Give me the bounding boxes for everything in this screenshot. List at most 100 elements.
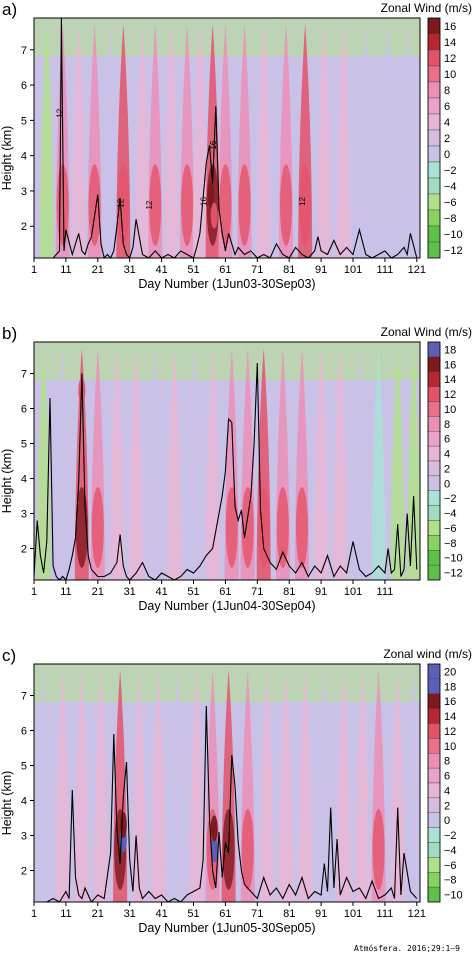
wind-band	[256, 24, 271, 258]
wind-band	[381, 24, 396, 258]
wind-band	[358, 24, 373, 258]
x-tick-label: 101	[344, 908, 362, 920]
wind-band	[336, 24, 351, 258]
colorbar-swatch	[427, 161, 441, 179]
wind-band	[390, 348, 405, 580]
colorbar-tick-label: 0	[444, 478, 450, 490]
colorbar-tick-label: −2	[444, 830, 457, 842]
colorbar-title: Zonal wind (m/s)	[383, 647, 472, 661]
wind-core	[241, 487, 254, 568]
wind-band	[406, 348, 420, 580]
colorbar-swatch	[427, 520, 441, 536]
colorbar-frame	[427, 663, 441, 903]
colorbar-swatch	[427, 753, 441, 769]
wind-band	[167, 348, 182, 580]
rainfall-line	[34, 362, 418, 580]
x-tick-label: 61	[219, 264, 231, 276]
colorbar-swatch	[427, 738, 441, 754]
wind-band	[205, 348, 220, 580]
x-tick-label: 71	[251, 586, 263, 598]
y-tick-label: 5	[21, 115, 27, 127]
colorbar-swatch	[427, 193, 441, 211]
x-tick-label: 1	[31, 264, 37, 276]
journal-credit: Atmósfera. 2016;29:1–9	[354, 944, 460, 953]
x-tick-label: 121	[408, 264, 426, 276]
colorbar-swatch	[427, 550, 441, 566]
wind-band	[71, 24, 86, 258]
wind-band	[39, 24, 54, 258]
wind-maximum	[210, 202, 218, 229]
wind-core	[276, 487, 289, 568]
colorbar-swatch	[427, 33, 441, 51]
y-tick-label: 2	[21, 866, 27, 878]
colorbar-swatch	[427, 416, 441, 432]
wind-band	[400, 24, 415, 258]
x-tick-label: 51	[187, 264, 199, 276]
colorbar-swatch	[427, 812, 441, 828]
colorbar-title: Zonal Wind (m/s)	[381, 1, 472, 15]
x-tick-label: 51	[187, 586, 199, 598]
x-tick-label: 91	[315, 586, 327, 598]
x-tick-label: 11	[60, 586, 71, 598]
wind-band	[317, 24, 332, 258]
plot-area	[34, 342, 420, 580]
colorbar-frame	[427, 17, 441, 259]
y-axis-label: Height (km)	[0, 771, 14, 836]
colorbar-tick-label: −2	[444, 165, 457, 177]
colorbar-tick-label: 18	[444, 344, 456, 356]
colorbar-tick-label: −6	[444, 860, 457, 872]
y-tick-label: 5	[21, 761, 27, 773]
colorbar-swatch	[427, 209, 441, 227]
wind-band	[55, 670, 70, 902]
wind-core	[280, 164, 293, 246]
panel-label: a)	[2, 0, 17, 19]
y-tick-label: 3	[21, 509, 27, 521]
colorbar-swatch	[427, 356, 441, 372]
y-tick-label: 7	[21, 369, 27, 381]
colorbar-tick-label: −2	[444, 493, 457, 505]
colorbar-swatch	[427, 65, 441, 83]
colorbar-swatch	[427, 564, 441, 581]
plot-area	[34, 664, 420, 902]
wind-band	[74, 670, 89, 902]
colorbar-title: Zonal Wind (m/s)	[381, 325, 472, 339]
colorbar-tick-label: 6	[444, 101, 450, 113]
colorbar-tick-label: 16	[444, 21, 456, 33]
plot-frame	[33, 17, 421, 259]
colorbar-swatch	[427, 767, 441, 784]
colorbar-swatch	[427, 842, 441, 858]
wind-band	[355, 670, 370, 902]
y-tick-label: 4	[21, 474, 27, 486]
colorbar-swatch	[427, 475, 441, 491]
x-tick-label: 21	[92, 586, 104, 598]
colorbar-tick-label: 14	[444, 374, 456, 386]
colorbar-swatch	[427, 341, 441, 358]
y-tick-label: 2	[21, 221, 27, 233]
colorbar-swatch	[427, 431, 441, 447]
rainfall-line	[34, 18, 418, 258]
colorbar-tick-label: 18	[444, 681, 456, 693]
x-tick-label: 91	[315, 264, 327, 276]
x-tick-label: 81	[283, 264, 295, 276]
colorbar-tick-label: 0	[444, 149, 450, 161]
x-tick-label: 41	[155, 908, 167, 920]
upper-easterly-band	[34, 342, 420, 381]
wind-core	[299, 164, 312, 246]
colorbar-swatch	[427, 872, 441, 888]
colorbar-swatch	[427, 145, 441, 163]
x-tick-label: 61	[219, 908, 231, 920]
wind-core	[91, 487, 104, 568]
wind-band	[298, 670, 313, 902]
wind-band	[36, 670, 51, 902]
colorbar-tick-label: 2	[444, 463, 450, 475]
colorbar-swatch	[427, 113, 441, 131]
wind-core	[257, 487, 270, 568]
y-axis-label: Height (km)	[0, 449, 14, 514]
wind-maximum	[119, 812, 127, 838]
x-tick-label: 61	[219, 586, 231, 598]
x-tick-label: 81	[283, 908, 295, 920]
